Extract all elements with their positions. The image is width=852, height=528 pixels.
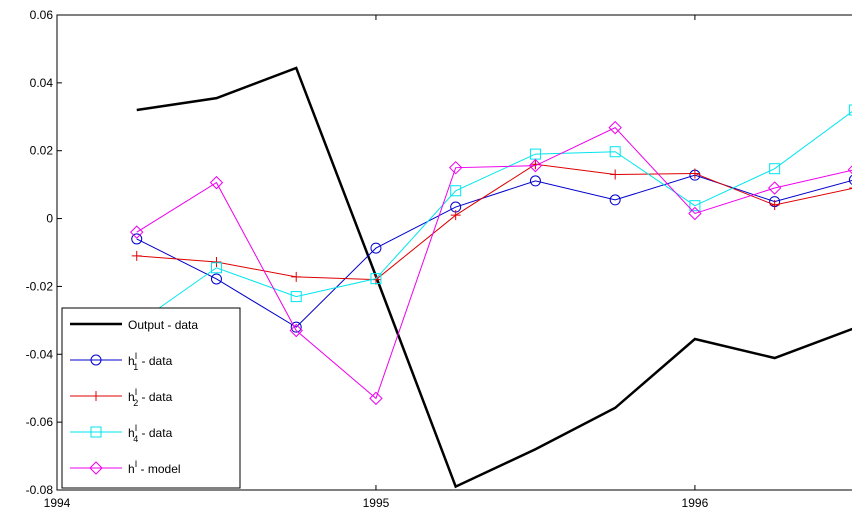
legend-label: hI 4 - data xyxy=(128,423,173,444)
series-line xyxy=(136,127,852,400)
marker xyxy=(370,242,382,254)
legend-marker xyxy=(91,391,101,401)
marker xyxy=(210,262,222,274)
legend-suffix: - data xyxy=(138,390,172,404)
legend-label: Output - data xyxy=(128,318,198,332)
marker xyxy=(291,271,302,282)
marker xyxy=(211,257,222,267)
marker xyxy=(370,273,382,285)
marker xyxy=(847,165,852,175)
marker xyxy=(450,210,461,221)
x-tick-label: 1995 xyxy=(363,496,390,510)
series-line xyxy=(136,111,852,325)
marker xyxy=(528,158,543,173)
x-tick-label: 1994 xyxy=(44,496,71,510)
series-line xyxy=(136,174,852,328)
marker xyxy=(529,175,541,187)
legend-marker xyxy=(90,426,102,438)
y-tick-label: -0.08 xyxy=(26,483,54,497)
legend-suffix: - data xyxy=(138,426,172,440)
legend-label: hI 2 - data xyxy=(128,387,173,408)
legend-name: h xyxy=(128,354,135,368)
legend-name: Output - data xyxy=(128,318,198,332)
marker xyxy=(609,194,621,206)
legend-suffix: - model xyxy=(137,462,180,476)
marker xyxy=(448,160,463,175)
legend-label: hI 1 - data xyxy=(128,351,173,372)
legend-name: h xyxy=(128,426,135,440)
marker xyxy=(769,200,780,210)
legend-sub: 4 xyxy=(133,434,138,444)
marker xyxy=(290,321,302,333)
series-line xyxy=(136,163,852,281)
legend-marker xyxy=(89,461,103,475)
marker xyxy=(689,200,701,212)
marker xyxy=(289,323,303,338)
y-tick-label: 0.02 xyxy=(30,144,54,158)
legend-name: h xyxy=(128,462,135,476)
marker xyxy=(848,174,852,185)
marker xyxy=(210,273,222,285)
legend-name: h xyxy=(128,390,135,404)
marker xyxy=(450,185,462,197)
legend-sup: I xyxy=(135,387,138,397)
marker xyxy=(849,187,852,189)
x-tick-label: 1996 xyxy=(682,496,709,510)
marker xyxy=(608,120,622,135)
legend-suffix: - data xyxy=(138,354,172,368)
marker xyxy=(610,169,621,180)
y-tick-label: 0 xyxy=(46,212,53,226)
marker xyxy=(209,175,224,190)
marker xyxy=(290,291,302,303)
marker xyxy=(130,225,144,239)
legend-sub: 1 xyxy=(133,362,138,372)
legend-sub: 2 xyxy=(133,398,138,408)
y-tick-label: -0.06 xyxy=(26,415,54,429)
marker xyxy=(689,168,700,179)
legend-sup: I xyxy=(135,351,138,361)
legend-label: hI - model xyxy=(128,459,181,476)
legend-marker xyxy=(90,354,102,366)
y-tick-label: 0.06 xyxy=(30,8,54,22)
legend-box xyxy=(61,307,241,489)
y-tick-label: -0.04 xyxy=(26,347,54,361)
marker xyxy=(848,104,852,116)
marker xyxy=(609,146,621,158)
marker xyxy=(767,181,782,195)
marker xyxy=(688,206,702,221)
legend-sup: I xyxy=(135,423,138,433)
legend-sup: I xyxy=(135,459,138,469)
marker xyxy=(769,163,781,175)
marker xyxy=(131,233,143,245)
series-line xyxy=(136,66,852,489)
y-tick-label: -0.02 xyxy=(26,279,54,293)
marker xyxy=(131,250,142,261)
y-tick-label: 0.04 xyxy=(30,76,54,90)
marker xyxy=(369,391,383,406)
plot-content xyxy=(130,66,852,489)
